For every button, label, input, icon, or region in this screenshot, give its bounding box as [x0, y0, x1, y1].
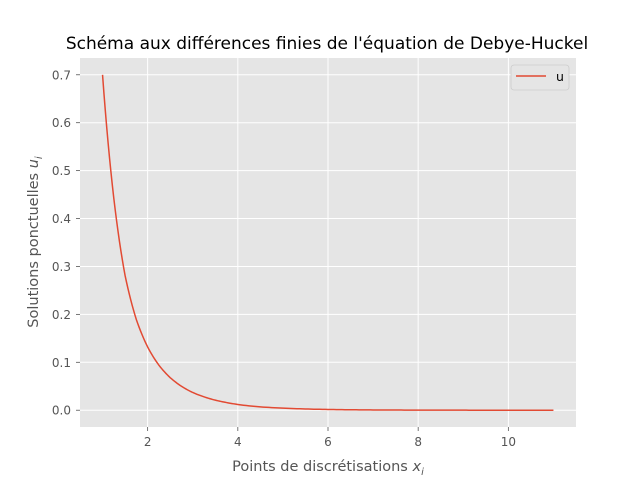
x-tick-label: 10 [501, 435, 516, 449]
y-tick-label: 0.4 [52, 212, 71, 226]
x-axis-label-sub: i [421, 467, 424, 478]
x-axis-ticks: 2 4 6 8 10 [144, 427, 516, 449]
y-tick-label: 0.2 [52, 308, 71, 322]
y-tick-label: 0.0 [52, 404, 71, 418]
x-tick-label: 8 [414, 435, 422, 449]
x-tick-label: 2 [144, 435, 152, 449]
y-axis-label: Solutions ponctuelles ui [26, 156, 45, 328]
x-tick-label: 4 [234, 435, 242, 449]
legend: u [510, 64, 570, 91]
grid [80, 58, 576, 427]
y-tick-label: 0.7 [52, 68, 71, 82]
x-axis-label-var: x [411, 459, 421, 475]
y-axis-label-text: Solutions ponctuelles [26, 168, 42, 327]
legend-box [510, 64, 570, 91]
y-axis-label-sub: i [34, 156, 45, 159]
y-tick-label: 0.6 [52, 116, 71, 130]
y-tick-label: 0.5 [52, 164, 71, 178]
x-axis-label-text: Points de discrétisations [232, 459, 412, 475]
x-axis-label: Points de discrétisations xi [232, 459, 424, 478]
y-tick-label: 0.1 [52, 356, 71, 370]
x-tick-label: 6 [324, 435, 332, 449]
y-tick-label: 0.3 [52, 260, 71, 274]
series-line-u [101, 74, 554, 411]
legend-label-u: u [556, 69, 564, 84]
y-axis-label-var: u [26, 159, 42, 168]
chart-title: Schéma aux différences finies de l'équat… [66, 34, 588, 54]
y-axis-ticks: 0.0 0.1 0.2 0.3 0.4 0.5 0.6 0.7 [52, 68, 80, 418]
